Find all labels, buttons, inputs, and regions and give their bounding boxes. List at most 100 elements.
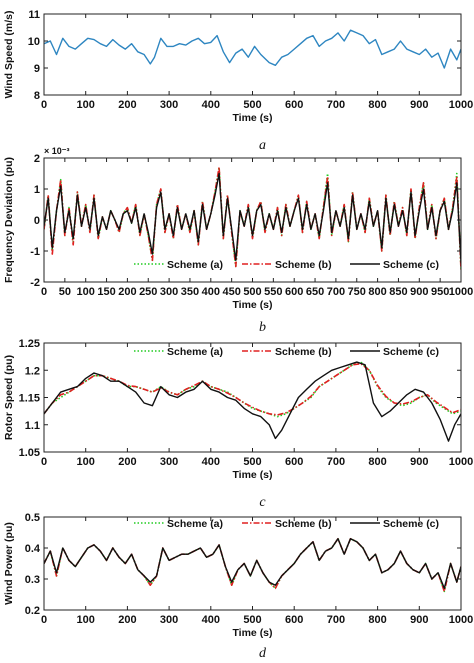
chart-3-x-tick-label: 700 (327, 456, 345, 468)
chart-2-y-exponent: × 10⁻³ (44, 146, 70, 156)
chart-4-line-scheme-b (44, 537, 461, 593)
chart-3-line-scheme-a (44, 361, 461, 418)
chart-2-y-tick-label: 1 (34, 184, 40, 196)
chart-4-x-tick-label: 600 (285, 614, 303, 626)
chart-2-x-tick-label: 950 (431, 286, 449, 298)
chart-3-x-tick-label: 600 (285, 456, 303, 468)
chart-4-x-tick-label: 800 (368, 614, 386, 626)
chart-2-y-tick-label: -2 (30, 277, 40, 289)
chart-3-x-tick-label: 100 (77, 456, 95, 468)
chart-3-y-axis-label: Rotor Speed (pu) (3, 355, 15, 440)
chart-1-x-tick-label: 900 (410, 99, 428, 111)
chart-3-x-tick-label: 1000 (449, 456, 473, 468)
chart-1-x-tick-label: 700 (327, 99, 345, 111)
chart-1-x-tick-label: 200 (118, 99, 136, 111)
chart-1-caption: a (259, 138, 266, 153)
chart-4-x-axis-label: Time (s) (232, 627, 272, 639)
chart-2-x-tick-label: 400 (202, 286, 220, 298)
chart-1-x-axis-label: Time (s) (232, 112, 272, 124)
chart-1-y-tick-label: 8 (34, 90, 40, 102)
chart-3-caption: c (259, 495, 266, 510)
chart-4-x-tick-label: 0 (41, 614, 47, 626)
chart-3-line-scheme-c (44, 361, 461, 442)
chart-2-x-tick-label: 100 (77, 286, 95, 298)
chart-2-x-tick-label: 550 (264, 286, 282, 298)
chart-2-x-tick-label: 200 (118, 286, 136, 298)
chart-1-line-series (44, 29, 461, 69)
chart-4-x-tick-label: 500 (243, 614, 261, 626)
chart-2-x-tick-label: 1000 (449, 286, 473, 298)
chart-3-x-tick-label: 500 (243, 456, 261, 468)
chart-1-x-tick-label: 400 (202, 99, 220, 111)
chart-2-x-tick-label: 300 (160, 286, 178, 298)
chart-2-series-group (44, 166, 461, 270)
chart-4: 0 100 200 300 400 500 600 700 800 900 1000 0.2 0.3 0.… (3, 512, 473, 661)
chart-3-y-tick-label: 1.2 (25, 365, 40, 377)
chart-2-x-tick-label: 600 (285, 286, 303, 298)
chart-2-x-tick-label: 450 (222, 286, 240, 298)
chart-2-caption: b (259, 320, 266, 335)
chart-3-y-tick-label: 1.05 (19, 447, 40, 459)
chart-3-y-tick-label: 1.25 (19, 338, 40, 350)
chart-2-legend-label: Scheme (a) (167, 259, 223, 271)
chart-1-series-group (44, 29, 461, 69)
chart-4-series-group (44, 537, 461, 593)
chart-2: 0 50 100 150 200 250 300 350 400 450 500 550 600 650 7… (3, 146, 473, 335)
chart-3: 0 100 200 300 400 500 600 700 800 900 1000 1.05 1.1 1… (3, 338, 473, 510)
chart-4-x-tick-label: 1000 (449, 614, 473, 626)
chart-2-x-tick-label: 800 (368, 286, 386, 298)
chart-1-x-tick-label: 300 (160, 99, 178, 111)
chart-1-x-tick-label: 800 (368, 99, 386, 111)
chart-2-x-tick-label: 750 (348, 286, 366, 298)
chart-4-plot-frame (43, 516, 462, 611)
chart-4-x-tick-label: 200 (118, 614, 136, 626)
chart-2-x-tick-label: 500 (243, 286, 261, 298)
chart-2-y-tick-label: 0 (34, 215, 40, 227)
chart-4-x-tick-label: 100 (77, 614, 95, 626)
chart-2-y-tick-label: -1 (30, 246, 40, 258)
chart-3-y-tick-label: 1.1 (25, 420, 40, 432)
chart-3-plot-frame (43, 342, 462, 453)
chart-1-y-tick-label: 10 (28, 36, 40, 48)
chart-3-x-tick-label: 400 (202, 456, 220, 468)
chart-2-x-axis-label: Time (s) (232, 299, 272, 311)
chart-2-x-tick-label: 350 (181, 286, 199, 298)
chart-4-legend-label: Scheme (b) (275, 518, 332, 530)
chart-4-x-tick-label: 400 (202, 614, 220, 626)
chart-1-plot-frame (43, 13, 462, 96)
chart-4-legend-label: Scheme (c) (383, 518, 439, 530)
chart-4-y-tick-label: 0.3 (25, 574, 40, 586)
chart-2-y-axis-label: Frequency Deviation (pu) (3, 157, 15, 283)
chart-4-y-tick-label: 0.4 (25, 543, 41, 555)
chart-4-legend-label: Scheme (a) (167, 518, 223, 530)
chart-4-line-scheme-a (44, 537, 461, 593)
chart-2-legend-label: Scheme (c) (383, 259, 439, 271)
chart-1-y-tick-label: 11 (28, 9, 40, 21)
chart-4-x-tick-label: 300 (160, 614, 178, 626)
chart-4-y-axis-label: Wind Power (pu) (3, 522, 15, 605)
chart-4-line-scheme-c (44, 538, 461, 589)
chart-1-x-tick-label: 100 (77, 99, 95, 111)
chart-3-x-tick-label: 900 (410, 456, 428, 468)
chart-1-x-tick-label: 1000 (449, 99, 473, 111)
chart-1-y-axis-label: Wind Speed (m/s) (3, 11, 15, 99)
chart-4-y-tick-label: 0.2 (25, 605, 40, 617)
chart-2-line-scheme-b (44, 166, 461, 270)
chart-2-x-tick-label: 0 (41, 286, 47, 298)
chart-2-line-scheme-a (44, 166, 461, 270)
chart-2-legend-label: Scheme (b) (275, 259, 332, 271)
chart-3-x-tick-label: 300 (160, 456, 178, 468)
chart-3-legend-label: Scheme (c) (383, 346, 439, 358)
chart-2-line-scheme-c (44, 172, 461, 264)
chart-4-caption: d (259, 646, 267, 661)
chart-3-x-tick-label: 200 (118, 456, 136, 468)
chart-2-x-tick-label: 250 (139, 286, 157, 298)
chart-2-x-tick-label: 900 (410, 286, 428, 298)
chart-3-x-axis-label: Time (s) (232, 469, 272, 481)
chart-3-line-scheme-b (44, 362, 461, 416)
chart-2-x-tick-label: 50 (59, 286, 71, 298)
chart-3-x-tick-label: 0 (41, 456, 47, 468)
chart-2-y-tick-label: 2 (34, 153, 40, 165)
chart-2-x-tick-label: 700 (327, 286, 345, 298)
chart-1-x-tick-label: 500 (243, 99, 261, 111)
